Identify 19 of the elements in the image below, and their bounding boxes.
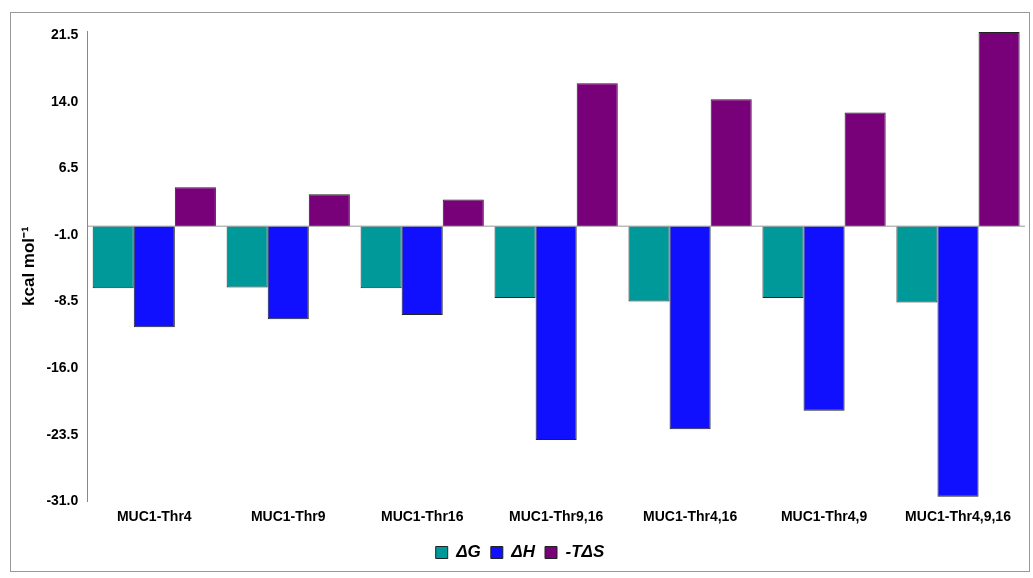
x-tick-label: MUC1-Thr4,9 <box>780 508 868 525</box>
y-tick-label: 21.5 <box>51 26 79 43</box>
x-tick-label: MUC1-Thr4 <box>116 508 192 525</box>
legend-label: ΔH <box>510 542 536 562</box>
legend-label: -TΔS <box>565 542 605 562</box>
x-tick-label: MUC1-Thr4,16 <box>643 508 738 525</box>
x-tick-label: MUC1-Thr4,9,16 <box>905 508 1012 525</box>
y-tick-label: -8.5 <box>54 292 79 309</box>
x-tick-label: MUC1-Thr16 <box>380 508 464 525</box>
y-tick-label: 6.5 <box>58 159 79 176</box>
y-tick-label: 14.0 <box>51 92 79 109</box>
y-tick-label: -16.0 <box>46 358 79 375</box>
y-tick-label: -23.5 <box>46 425 79 442</box>
y-tick-label: -31.0 <box>46 492 79 509</box>
y-tick-label: -1.0 <box>54 225 79 242</box>
legend-label: ΔG <box>455 542 481 562</box>
x-tick-label: MUC1-Thr9 <box>250 508 326 525</box>
x-tick-label: MUC1-Thr9,16 <box>509 508 604 525</box>
y-axis-title: kcal mol⁻¹ <box>18 225 38 306</box>
